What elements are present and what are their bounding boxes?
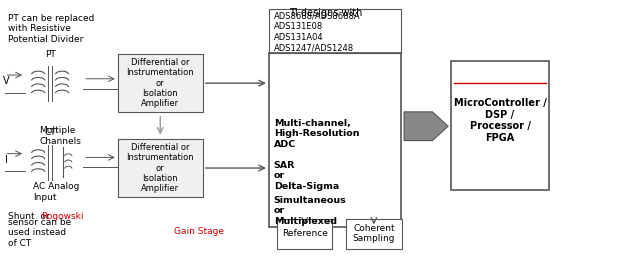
Text: Differential or
Instrumentation
or
Isolation
Amplifier: Differential or Instrumentation or Isola… xyxy=(126,143,194,193)
Text: V: V xyxy=(3,76,9,86)
Text: Multi-channel,
High-Resolution
ADC: Multi-channel, High-Resolution ADC xyxy=(274,119,360,149)
FancyBboxPatch shape xyxy=(346,219,401,249)
Text: sensor can be
used instead
of CT: sensor can be used instead of CT xyxy=(8,218,71,248)
FancyBboxPatch shape xyxy=(451,61,549,190)
FancyBboxPatch shape xyxy=(118,54,203,112)
Text: MicroController /
DSP /
Processor /
FPGA: MicroController / DSP / Processor / FPGA xyxy=(454,98,547,143)
FancyBboxPatch shape xyxy=(118,139,203,197)
Text: Simultaneous
or
Multiplexed: Simultaneous or Multiplexed xyxy=(274,196,346,226)
Text: CT: CT xyxy=(44,129,56,137)
Text: SAR
or
Delta-Sigma: SAR or Delta-Sigma xyxy=(274,161,339,191)
FancyArrow shape xyxy=(404,112,448,141)
Text: PT can be replaced
with Resistive
Potential Divider: PT can be replaced with Resistive Potent… xyxy=(8,14,94,44)
FancyBboxPatch shape xyxy=(277,219,332,249)
Text: TI designs with: TI designs with xyxy=(289,8,362,18)
Text: Differential or
Instrumentation
or
Isolation
Amplifier: Differential or Instrumentation or Isola… xyxy=(126,58,194,109)
Text: I: I xyxy=(5,155,8,165)
Text: ADS8688/ADS8688A
ADS131E08
ADS131A04
ADS1247/ADS1248: ADS8688/ADS8688A ADS131E08 ADS131A04 ADS… xyxy=(274,12,360,52)
FancyBboxPatch shape xyxy=(269,9,401,52)
FancyBboxPatch shape xyxy=(269,52,401,227)
Text: PT: PT xyxy=(45,50,56,59)
Text: Multiple
Channels: Multiple Channels xyxy=(39,126,81,146)
Text: AC Analog
Input: AC Analog Input xyxy=(33,182,79,202)
Text: Shunt  or: Shunt or xyxy=(8,212,52,221)
Text: Rogowski: Rogowski xyxy=(41,212,83,221)
Text: Reference: Reference xyxy=(282,229,327,238)
Text: Gain Stage: Gain Stage xyxy=(174,227,224,236)
Text: Coherent
Sampling: Coherent Sampling xyxy=(353,224,395,243)
